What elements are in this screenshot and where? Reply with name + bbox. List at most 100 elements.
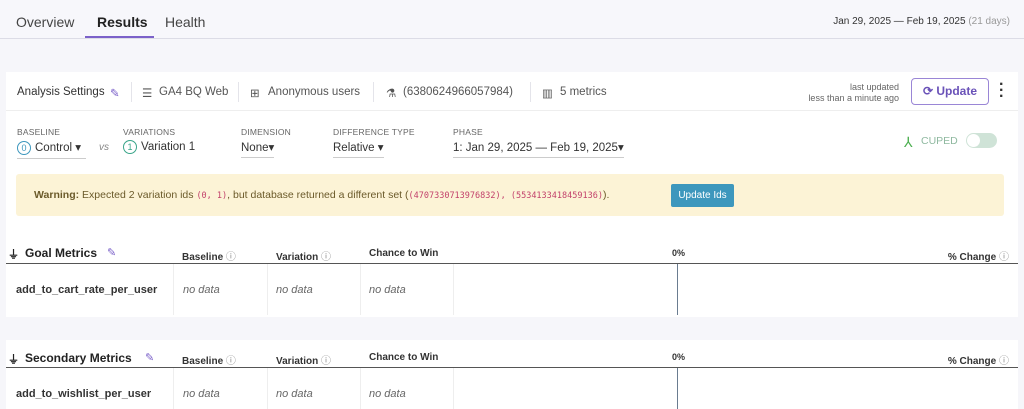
more-options-icon[interactable]: · · ·: [999, 76, 1005, 105]
database-icon: ☰: [142, 88, 153, 100]
last-updated: last updated less than a minute ago: [808, 82, 899, 104]
goal-metrics-title: Goal Metrics: [25, 246, 98, 260]
col-percent-change: % Change ⓘ: [948, 352, 1009, 367]
warning-banner: Warning: Expected 2 variation ids (0, 1)…: [16, 174, 1004, 216]
divider: [6, 110, 1018, 111]
divider: [360, 368, 361, 409]
phase-select[interactable]: 1: Jan 29, 2025 — Feb 19, 2025▾: [453, 140, 624, 158]
update-button[interactable]: ⟳ Update: [911, 78, 989, 105]
secondary-metrics-title: Secondary Metrics: [25, 351, 132, 365]
tab-health[interactable]: Health: [165, 14, 206, 30]
divider: [267, 368, 268, 409]
divider: [238, 82, 239, 102]
cuped-icon: ⅄: [904, 134, 913, 150]
table-row: add_to_cart_rate_per_user no data no dat…: [6, 264, 1018, 315]
returned-ids: (4707330713976832), (5534133418459136): [408, 191, 603, 201]
date-range-value: Jan 29, 2025 — Feb 19, 2025: [833, 16, 966, 27]
warning-prefix: Warning:: [34, 189, 80, 201]
filter-icon[interactable]: ⏚: [8, 354, 19, 366]
col-label: Variation: [276, 356, 319, 367]
divider: [373, 82, 374, 102]
metric-name[interactable]: add_to_wishlist_per_user: [16, 388, 152, 400]
col-label: Variation: [276, 252, 319, 263]
axis-zero-label: 0%: [672, 248, 686, 258]
col-chance-to-win: Chance to Win: [369, 352, 439, 363]
baseline-index: 0: [17, 141, 31, 155]
phase-label: PHASE: [453, 127, 483, 137]
zero-line: [677, 368, 678, 409]
col-chance-to-win: Chance to Win: [369, 248, 439, 259]
dimension-label: DIMENSION: [241, 127, 291, 137]
cuped-toggle[interactable]: [966, 133, 997, 148]
baseline-value: Control: [35, 142, 73, 154]
info-icon: ⓘ: [321, 252, 332, 263]
table-icon: ⊞: [250, 88, 260, 100]
col-baseline: Baseline ⓘ: [182, 248, 236, 263]
last-updated-label: last updated: [849, 82, 899, 92]
variation-value: no data: [276, 388, 313, 400]
experiment-id: (6380624966057984): [403, 86, 513, 98]
warning-text-1: Expected 2 variation ids: [82, 189, 194, 201]
baseline-value: no data: [183, 284, 220, 296]
refresh-icon: ⟳: [922, 84, 934, 98]
difference-type-label: DIFFERENCE TYPE: [333, 127, 415, 137]
active-tab-indicator: [85, 36, 154, 38]
dimension-value: None: [241, 142, 269, 154]
cuped-label: CUPED: [921, 135, 958, 147]
analysis-settings-title: Analysis Settings: [17, 86, 105, 98]
zero-line: [677, 264, 678, 315]
chance-value: no data: [369, 388, 406, 400]
info-icon: ⓘ: [225, 356, 236, 367]
header-divider: [6, 263, 1018, 264]
top-nav: Overview Results Health Jan 29, 2025 — F…: [0, 0, 1024, 39]
baseline-select[interactable]: 0 Control ▾: [17, 140, 86, 159]
edit-icon[interactable]: ✎: [110, 88, 120, 100]
col-variation: Variation ⓘ: [276, 352, 331, 367]
tab-overview[interactable]: Overview: [16, 14, 75, 30]
date-range-duration: (21 days): [968, 16, 1010, 27]
date-range: Jan 29, 2025 — Feb 19, 2025 (21 days): [833, 16, 1010, 27]
flask-icon: ⚗: [386, 88, 397, 100]
variations-label: VARIATIONS: [123, 127, 176, 137]
metrics-count: 5 metrics: [560, 86, 607, 98]
info-icon: ⓘ: [321, 356, 332, 367]
table-row: add_to_wishlist_per_user no data no data…: [6, 368, 1018, 409]
secondary-metrics-card: [6, 340, 1018, 409]
phase-value: 1: Jan 29, 2025 — Feb 19, 2025: [453, 142, 618, 154]
chart-icon: ▥: [542, 88, 553, 100]
dimension-select[interactable]: None▾: [241, 140, 275, 158]
baseline-value: no data: [183, 388, 220, 400]
info-icon: ⓘ: [225, 252, 236, 263]
filter-icon[interactable]: ⏚: [8, 249, 19, 261]
difference-type-select[interactable]: Relative ▾: [333, 140, 384, 158]
header-divider: [6, 367, 1018, 368]
warning-text: Warning: Expected 2 variation ids (0, 1)…: [34, 189, 609, 201]
metric-name[interactable]: add_to_cart_rate_per_user: [16, 284, 158, 296]
col-label: Baseline: [182, 356, 224, 367]
variation-value: Variation 1: [141, 141, 196, 153]
datasource: GA4 BQ Web: [159, 86, 229, 98]
divider: [267, 264, 268, 315]
edit-icon[interactable]: ✎: [107, 247, 117, 259]
identifier-type: Anonymous users: [268, 86, 361, 98]
variation-index: 1: [123, 140, 137, 154]
difference-type-value: Relative: [333, 142, 375, 154]
divider: [530, 82, 531, 102]
axis-zero-label: 0%: [672, 352, 686, 362]
variation-select[interactable]: 1 Variation 1: [123, 140, 195, 157]
baseline-label: BASELINE: [17, 127, 61, 137]
info-icon: ⓘ: [999, 356, 1009, 367]
col-variation: Variation ⓘ: [276, 248, 331, 263]
col-baseline: Baseline ⓘ: [182, 352, 236, 367]
divider: [173, 368, 174, 409]
divider: [453, 264, 454, 315]
vs-label: vs: [99, 142, 109, 153]
edit-icon[interactable]: ✎: [145, 352, 155, 364]
toggle-knob: [967, 134, 980, 147]
update-ids-button[interactable]: Update Ids: [671, 184, 734, 207]
tab-results[interactable]: Results: [97, 14, 148, 30]
col-label: % Change: [947, 356, 997, 367]
divider: [173, 264, 174, 315]
divider: [360, 264, 361, 315]
warning-text-3: ).: [602, 189, 610, 201]
